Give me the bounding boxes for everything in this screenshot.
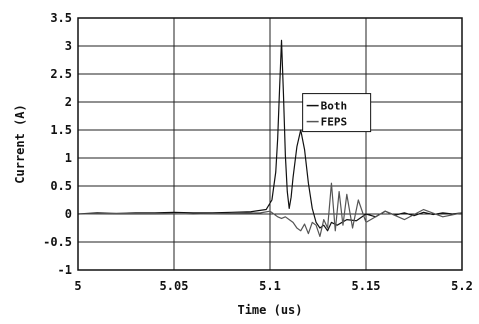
y-tick-label: 3	[65, 39, 72, 53]
data-series	[77, 39, 463, 237]
x-axis-ticks: 5 5.05 5.1 5.15 5.2	[74, 279, 472, 293]
y-tick-label: 1.5	[50, 123, 72, 137]
y-tick-label: 3.5	[50, 11, 72, 25]
y-tick-label: 2	[65, 95, 72, 109]
y-tick-label: 1	[65, 151, 72, 165]
legend: Both FEPS	[302, 93, 372, 133]
x-tick-label: 5.05	[160, 279, 189, 293]
x-tick-label: 5.1	[259, 279, 281, 293]
legend-label-both: Both	[321, 100, 348, 113]
series-line-feps	[77, 182, 463, 237]
y-tick-label: -0.5	[43, 235, 72, 249]
plot-area-border	[77, 17, 463, 271]
grid-lines	[77, 17, 463, 271]
x-tick-label: 5.2	[451, 279, 473, 293]
y-tick-label: 0	[65, 207, 72, 221]
y-tick-label: 0.5	[50, 179, 72, 193]
y-tick-label: -1	[58, 263, 72, 277]
legend-box	[302, 93, 372, 133]
x-tick-label: 5.15	[352, 279, 381, 293]
x-axis-title: Time (us)	[237, 303, 302, 317]
y-axis-title: Current (A)	[13, 104, 27, 183]
y-tick-label: 2.5	[50, 67, 72, 81]
y-axis-ticks: 3.5 3 2.5 2 1.5 1 0.5 0 -0.5 -1	[43, 11, 72, 277]
legend-label-feps: FEPS	[321, 116, 348, 129]
x-tick-label: 5	[74, 279, 81, 293]
